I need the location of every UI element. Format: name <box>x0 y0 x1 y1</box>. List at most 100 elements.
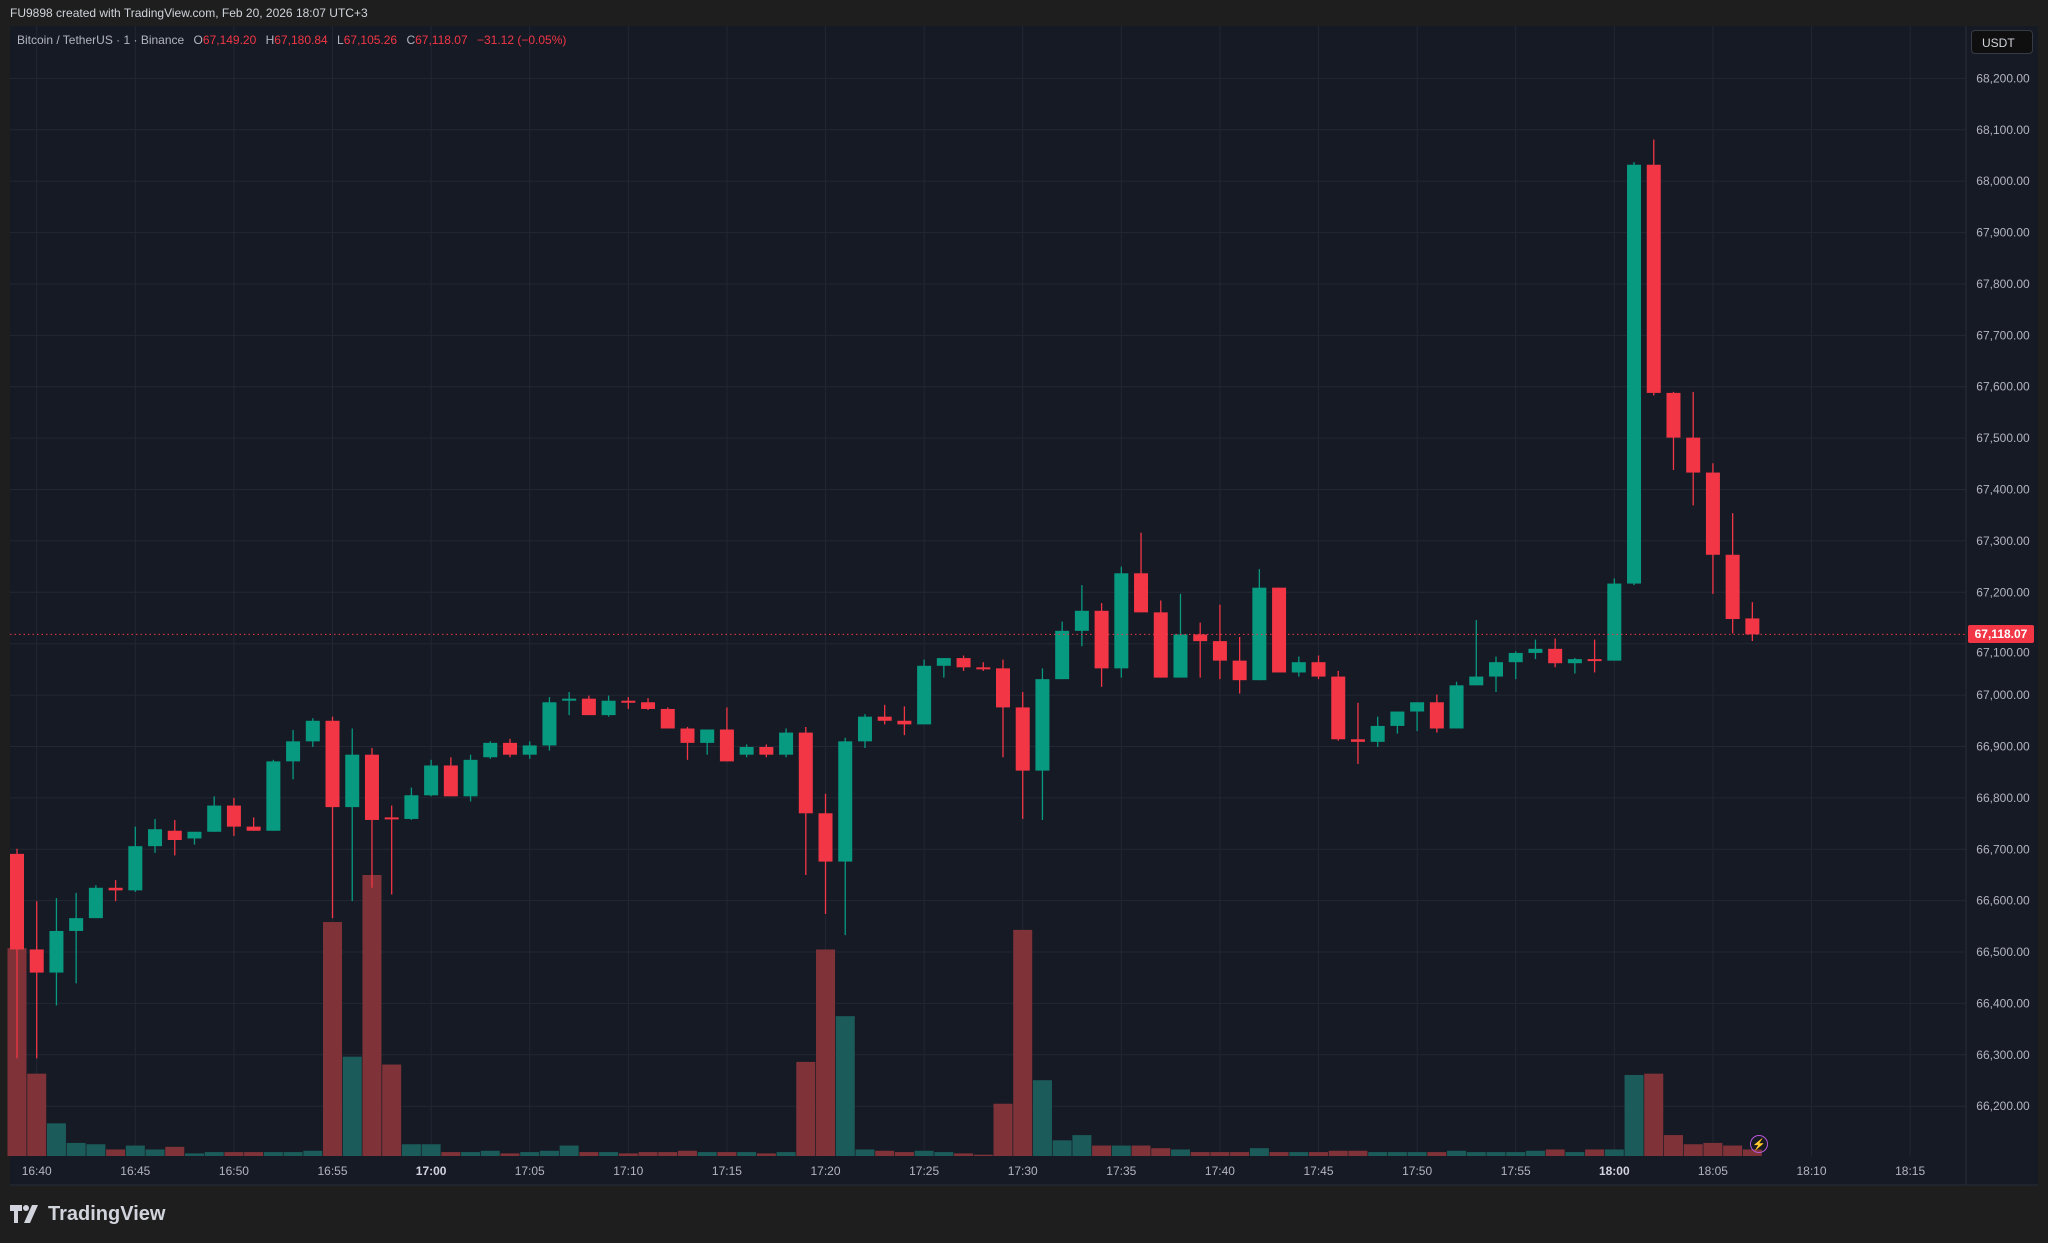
volume-bar <box>27 1073 47 1156</box>
volume-bar <box>461 1152 481 1156</box>
volume-bar <box>816 949 836 1156</box>
tradingview-logo[interactable]: TradingView <box>10 1200 165 1228</box>
volume-bar <box>1151 1148 1171 1156</box>
volume-bar <box>86 1144 106 1156</box>
volume-bar <box>1368 1152 1388 1156</box>
symbol-name[interactable]: Bitcoin / TetherUS · 1 · Binance <box>17 33 185 47</box>
candle-up <box>1528 648 1543 653</box>
volume-bar <box>954 1153 974 1156</box>
time-tick-label: 16:55 <box>318 1164 348 1178</box>
volume-bar <box>579 1152 599 1156</box>
tradingview-logo-icon <box>10 1205 38 1223</box>
candle-down <box>818 813 833 862</box>
time-tick-label: 17:40 <box>1205 1164 1235 1178</box>
volume-bar <box>559 1145 579 1156</box>
candle-down <box>1153 612 1168 678</box>
volume-bar <box>1525 1150 1545 1156</box>
price-tick-label: 67,300.00 <box>1976 534 2030 548</box>
open-value: 67,149.20 <box>202 33 257 47</box>
candle-down <box>364 754 379 820</box>
volume-bar <box>1309 1152 1329 1156</box>
time-axis[interactable]: 16:40 16:45 16:50 16:55 17:00 17:05 17:10 17:15… <box>22 1164 1926 1178</box>
volume-bar <box>401 1144 421 1156</box>
price-tick-label: 67,200.00 <box>1976 585 2030 599</box>
candle-down <box>384 817 399 820</box>
candle-down <box>10 853 24 950</box>
candle-down <box>1272 587 1287 673</box>
price-tick-label: 66,300.00 <box>1976 1048 2030 1062</box>
candle-down <box>660 708 675 729</box>
volume-bar <box>323 922 343 1156</box>
volume-bar <box>1013 929 1033 1156</box>
price-tick-label: 66,500.00 <box>1976 945 2030 959</box>
volume-bar <box>106 1149 126 1156</box>
volume-bar <box>894 1152 914 1156</box>
candle-up <box>601 700 616 716</box>
volume-bar <box>500 1153 520 1156</box>
candle-down <box>1548 648 1563 664</box>
time-tick-label: 17:30 <box>1008 1164 1038 1178</box>
volume-bar <box>697 1152 717 1156</box>
candle-up <box>69 918 84 931</box>
volume-bar <box>855 1149 875 1156</box>
volume-bar <box>618 1153 638 1156</box>
volume-bar <box>421 1144 441 1156</box>
candle-up <box>739 746 754 755</box>
volume-bar <box>382 1064 402 1156</box>
candle-up <box>1607 583 1622 661</box>
candle-up <box>917 665 932 725</box>
open-label: O <box>193 33 203 47</box>
candle-down <box>1015 707 1030 771</box>
time-tick-label: 17:35 <box>1106 1164 1136 1178</box>
currency-button[interactable]: USDT <box>1971 30 2033 54</box>
brand-name: TradingView <box>48 1202 166 1225</box>
volume-bar <box>1604 1149 1624 1156</box>
candle-up <box>1627 164 1642 584</box>
candle-up <box>1390 711 1405 726</box>
volume-bar <box>1742 1149 1762 1156</box>
price-axis[interactable]: 68,200.00 68,100.00 68,000.00 67,900.00 67,8… <box>1976 71 2030 1113</box>
candle-down <box>29 949 44 973</box>
lightning-icon[interactable]: ⚡ <box>1750 1135 1768 1153</box>
volume-bars <box>7 875 1762 1156</box>
price-tick-label: 66,800.00 <box>1976 791 2030 805</box>
candle-down <box>1212 641 1227 661</box>
volume-bar <box>934 1152 954 1156</box>
volume-bar <box>1387 1152 1407 1156</box>
candle-down <box>798 732 813 814</box>
candle-down <box>1232 660 1247 681</box>
candle-down <box>226 805 241 827</box>
volume-bar <box>1230 1152 1250 1156</box>
volume-bar <box>1683 1144 1703 1156</box>
volume-bar <box>756 1153 776 1156</box>
candle-down <box>1311 662 1326 677</box>
close-label: C <box>406 33 416 47</box>
high-label: H <box>265 33 275 47</box>
candle-up <box>463 759 478 797</box>
volume-bar <box>1466 1152 1486 1156</box>
candle-down <box>1686 437 1701 473</box>
volume-bar <box>1585 1149 1605 1156</box>
volume-bar <box>776 1152 796 1156</box>
volume-bar <box>1032 1080 1052 1156</box>
time-tick-label: 17:00 <box>416 1164 447 1178</box>
volume-bar <box>244 1152 264 1156</box>
volume-bar <box>184 1153 204 1156</box>
candle-down <box>996 668 1010 708</box>
volume-bar <box>1663 1135 1683 1156</box>
volume-bar <box>46 1123 66 1156</box>
volume-bar <box>1092 1145 1112 1156</box>
candle-down <box>1705 472 1720 555</box>
candle-up <box>779 732 794 755</box>
price-tick-label: 68,000.00 <box>1976 174 2030 188</box>
candle-down <box>956 658 971 668</box>
volume-bar <box>993 1103 1013 1156</box>
candle-up <box>88 887 103 919</box>
candle-down <box>1725 554 1740 620</box>
time-tick-label: 17:25 <box>909 1164 939 1178</box>
volume-bar <box>165 1146 185 1156</box>
candle-up <box>1055 630 1070 680</box>
time-tick-label: 17:50 <box>1402 1164 1432 1178</box>
volume-bar <box>1328 1150 1348 1156</box>
